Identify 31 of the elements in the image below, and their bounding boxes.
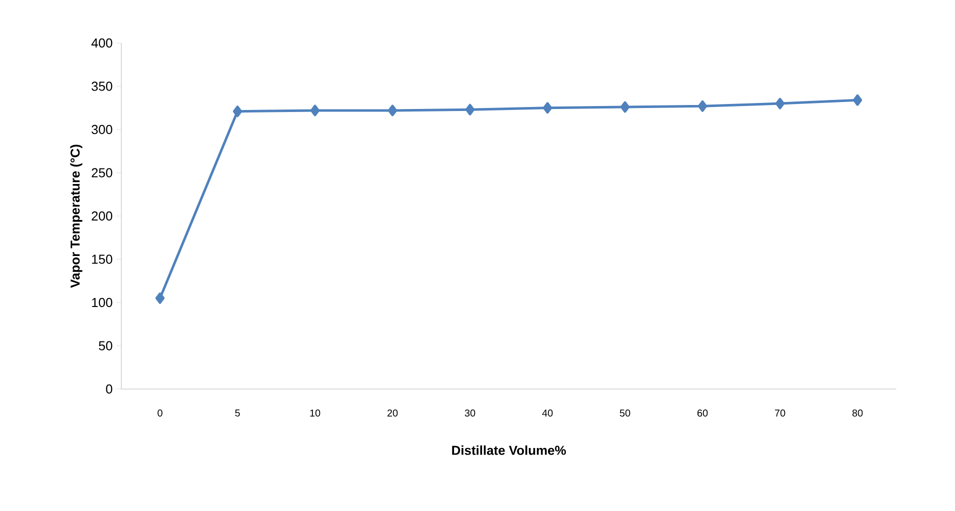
point bbox=[232, 106, 242, 118]
x-tick-label: 0 bbox=[158, 410, 162, 417]
y-tick-label: 200 bbox=[92, 211, 112, 221]
x-tick-label: 20 bbox=[387, 410, 398, 417]
point bbox=[310, 104, 320, 116]
y-tick-label: 400 bbox=[91, 38, 112, 48]
y-axis-title: Vapor Temperature (°C) bbox=[70, 144, 82, 288]
y-tick-label: 350 bbox=[92, 82, 112, 91]
x-tick-label: 10 bbox=[310, 410, 320, 417]
x-tick-label: 40 bbox=[542, 410, 553, 417]
x-tick-label: 60 bbox=[697, 410, 708, 417]
y-tick-label: 50 bbox=[98, 341, 112, 350]
y-tick-label: 0 bbox=[106, 384, 112, 394]
x-tick-label: 80 bbox=[852, 410, 863, 417]
point bbox=[775, 98, 785, 110]
x-axis-title: Distillate Volume% bbox=[452, 445, 566, 455]
point bbox=[620, 101, 630, 113]
point bbox=[852, 94, 862, 106]
x-tick-label: 70 bbox=[774, 410, 786, 417]
point bbox=[698, 100, 708, 112]
point bbox=[465, 104, 475, 116]
point bbox=[542, 102, 552, 114]
y-tick-label: 150 bbox=[92, 254, 112, 264]
x-tick-label: 30 bbox=[464, 410, 476, 417]
y-tick-label: 100 bbox=[92, 298, 112, 308]
x-tick-label: 50 bbox=[620, 410, 630, 417]
point bbox=[155, 292, 165, 304]
y-tick-label: 300 bbox=[92, 124, 112, 134]
x-tick-label: 5 bbox=[235, 410, 240, 416]
point bbox=[388, 104, 398, 116]
y-tick-label: 250 bbox=[92, 168, 112, 178]
